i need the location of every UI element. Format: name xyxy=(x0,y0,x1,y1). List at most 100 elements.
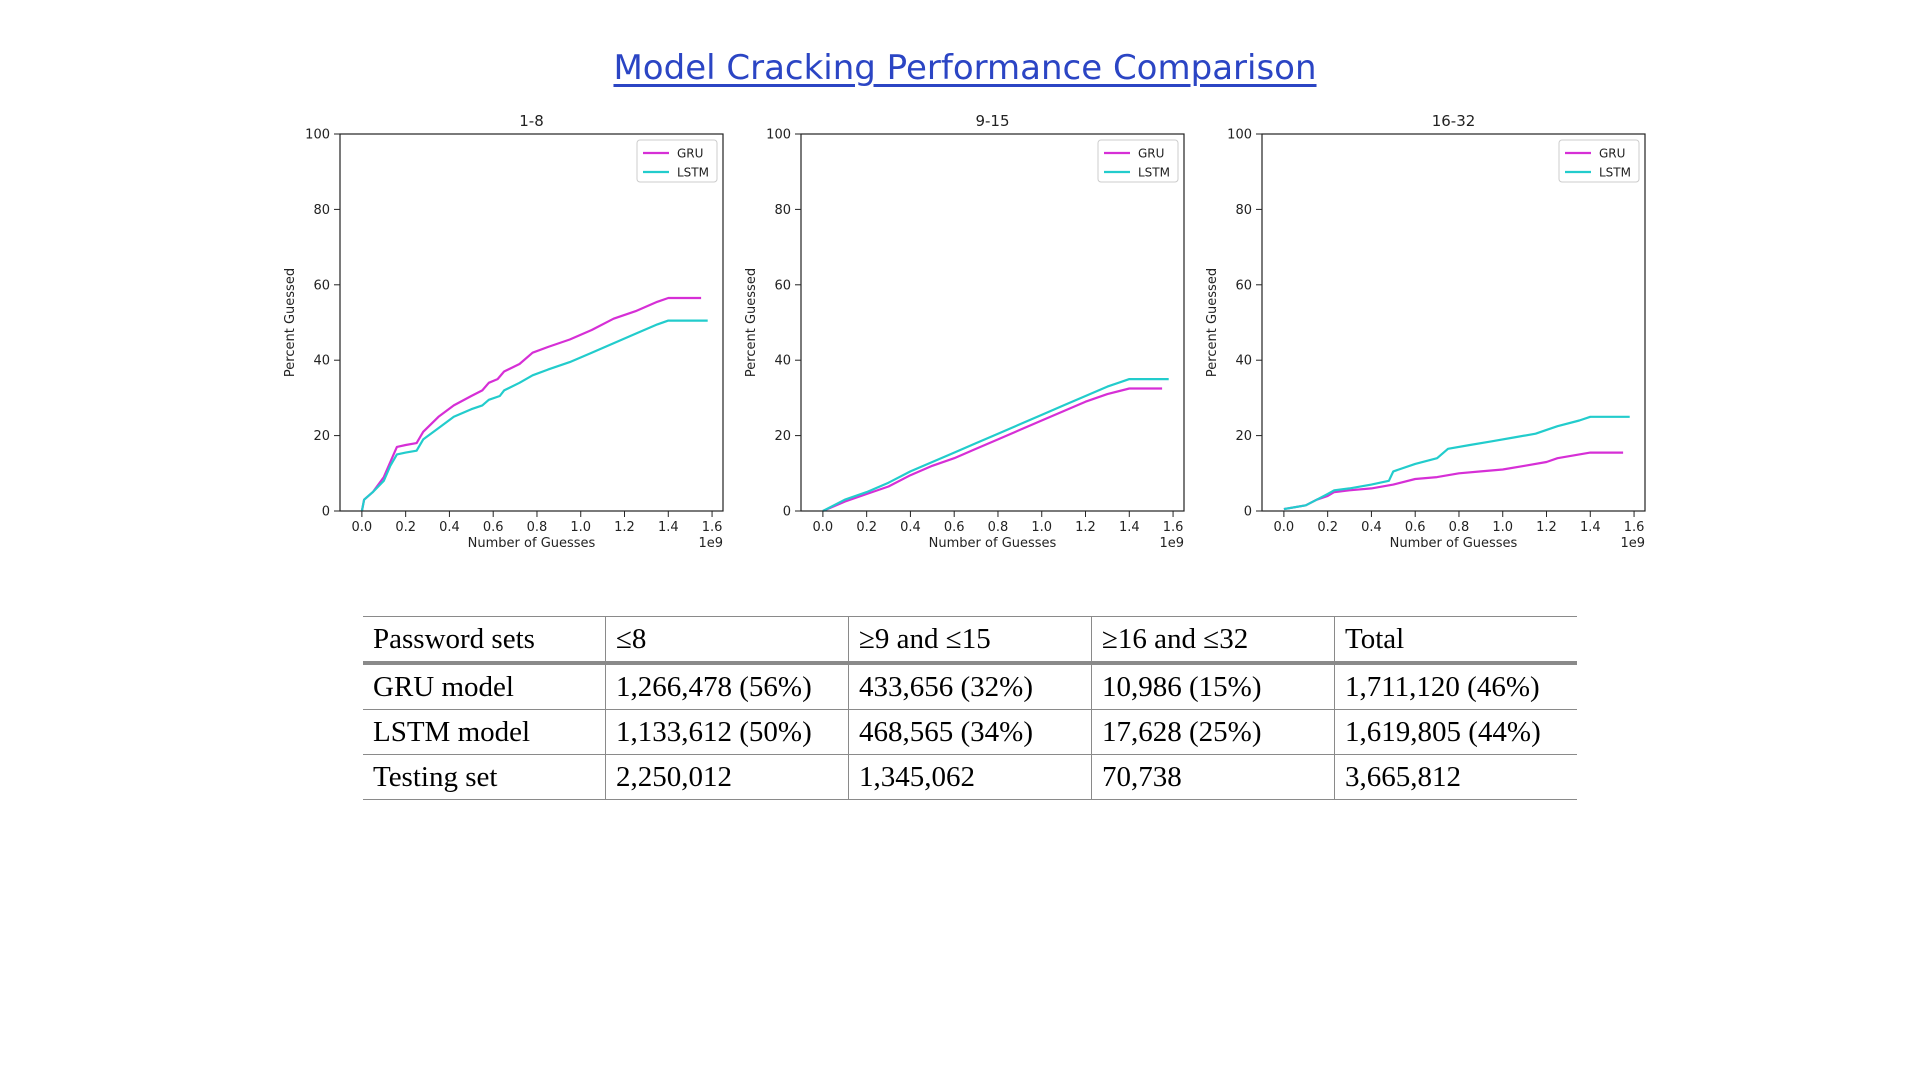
header-cell: ≥9 and ≤15 xyxy=(848,616,1092,665)
plot-frame xyxy=(800,133,1185,512)
table-row: Testing set 2,250,012 1,345,062 70,738 3… xyxy=(363,754,1577,800)
y-tick-label: 40 xyxy=(774,354,791,369)
legend-label: GRU xyxy=(1599,147,1625,161)
x-tick-label: 1.0 xyxy=(1031,520,1052,535)
table-cell: 468,565 (34%) xyxy=(848,709,1092,755)
table-cell: 1,345,062 xyxy=(848,754,1092,800)
x-tick-label: 0.8 xyxy=(988,520,1009,535)
table-header-row: Password sets ≤8 ≥9 and ≤15 ≥16 and ≤32 … xyxy=(363,616,1577,665)
x-axis-label: Number of Guesses xyxy=(929,536,1057,551)
x-tick-label: 0.0 xyxy=(1274,520,1295,535)
x-tick-label: 1.4 xyxy=(1119,520,1140,535)
y-tick-label: 0 xyxy=(783,505,791,520)
x-tick-label: 0.4 xyxy=(1361,520,1382,535)
table-cell: GRU model xyxy=(363,662,606,710)
table-cell: 3,665,812 xyxy=(1334,754,1577,800)
y-tick-label: 60 xyxy=(774,278,791,293)
table-cell: 1,133,612 (50%) xyxy=(605,709,849,755)
plot-frame xyxy=(339,133,724,512)
y-tick-label: 20 xyxy=(774,429,791,444)
chart-9-15: 9-15 0 20 40 60 80 100 0.0 0.2 0.4 0.6 0.8 1.0 1.2 1.4… xyxy=(744,112,1185,551)
x-tick-label: 1.6 xyxy=(1163,520,1184,535)
chart-16-32: 16-32 0 20 40 60 80 100 0.0 0.2 0.4 0.6 0.8 1.0 1.2 1.… xyxy=(1205,112,1646,551)
x-offset-label: 1e9 xyxy=(698,536,723,551)
x-tick-label: 1.0 xyxy=(1492,520,1513,535)
header-cell: Total xyxy=(1334,616,1577,665)
y-tick-label: 40 xyxy=(1235,354,1252,369)
table-cell: 1,266,478 (56%) xyxy=(605,662,849,710)
x-tick-label: 0.0 xyxy=(352,520,373,535)
y-tick-label: 60 xyxy=(1235,278,1252,293)
x-axis-label: Number of Guesses xyxy=(1390,536,1518,551)
table-cell: 1,619,805 (44%) xyxy=(1334,709,1577,755)
x-tick-label: 0.6 xyxy=(483,520,504,535)
legend-label: LSTM xyxy=(1138,166,1170,180)
x-tick-label: 0.6 xyxy=(944,520,965,535)
x-offset-label: 1e9 xyxy=(1620,536,1645,551)
y-tick-label: 20 xyxy=(313,429,330,444)
legend-label: LSTM xyxy=(677,166,709,180)
results-table: Password sets ≤8 ≥9 and ≤15 ≥16 and ≤32 … xyxy=(363,616,1577,800)
header-cell: ≥16 and ≤32 xyxy=(1091,616,1335,665)
chart-title: 9-15 xyxy=(975,112,1009,130)
y-tick-label: 0 xyxy=(322,505,330,520)
y-tick-label: 40 xyxy=(313,354,330,369)
table-cell: 1,711,120 (46%) xyxy=(1334,662,1577,710)
table-cell: 433,656 (32%) xyxy=(848,662,1092,710)
header-cell: Password sets xyxy=(363,616,606,665)
table-row: LSTM model 1,133,612 (50%) 468,565 (34%)… xyxy=(363,709,1577,755)
x-tick-label: 0.8 xyxy=(527,520,548,535)
table-cell: 10,986 (15%) xyxy=(1091,662,1335,710)
y-axis-label: Percent Guessed xyxy=(744,268,759,377)
chart-title: 1-8 xyxy=(519,112,544,130)
y-tick-label: 80 xyxy=(313,203,330,218)
y-tick-label: 80 xyxy=(774,203,791,218)
plot-frame xyxy=(1261,133,1646,512)
x-tick-label: 1.4 xyxy=(1580,520,1601,535)
y-tick-label: 20 xyxy=(1235,429,1252,444)
series-line-gru xyxy=(822,387,1163,513)
series-line-gru xyxy=(1283,451,1624,511)
legend-label: GRU xyxy=(1138,147,1164,161)
table-cell: LSTM model xyxy=(363,709,606,755)
x-tick-label: 1.2 xyxy=(1075,520,1096,535)
x-offset-label: 1e9 xyxy=(1159,536,1184,551)
table-cell: 2,250,012 xyxy=(605,754,849,800)
legend-label: LSTM xyxy=(1599,166,1631,180)
table-row: GRU model 1,266,478 (56%) 433,656 (32%) … xyxy=(363,662,1577,710)
x-tick-label: 1.0 xyxy=(570,520,591,535)
x-tick-label: 0.2 xyxy=(1317,520,1338,535)
x-tick-label: 1.2 xyxy=(614,520,635,535)
y-axis-label: Percent Guessed xyxy=(1205,268,1220,377)
series-line-lstm xyxy=(822,378,1169,512)
slide-title-link[interactable]: Model Cracking Performance Comparison xyxy=(613,48,1317,88)
x-tick-label: 0.6 xyxy=(1405,520,1426,535)
table-cell: Testing set xyxy=(363,754,606,800)
y-tick-label: 0 xyxy=(1244,505,1252,520)
x-tick-label: 0.4 xyxy=(439,520,460,535)
x-tick-label: 0.8 xyxy=(1449,520,1470,535)
x-tick-label: 1.2 xyxy=(1536,520,1557,535)
chart-title: 16-32 xyxy=(1432,112,1476,130)
y-axis-label: Percent Guessed xyxy=(283,268,298,377)
x-axis-label: Number of Guesses xyxy=(468,536,596,551)
x-tick-label: 1.4 xyxy=(658,520,679,535)
series-line-lstm xyxy=(1283,415,1630,511)
series-line-lstm xyxy=(360,319,708,512)
y-tick-label: 60 xyxy=(313,278,330,293)
table-cell: 17,628 (25%) xyxy=(1091,709,1335,755)
x-tick-label: 0.2 xyxy=(395,520,416,535)
y-tick-label: 100 xyxy=(305,128,330,143)
x-tick-label: 0.2 xyxy=(856,520,877,535)
y-tick-label: 100 xyxy=(1227,128,1252,143)
chart-1-8: 1-8 0 20 40 60 80 100 0.0 0.2 0.4 0.6 0.8 1.0 1.2 1.4 1… xyxy=(283,112,724,551)
x-tick-label: 1.6 xyxy=(702,520,723,535)
y-tick-label: 80 xyxy=(1235,203,1252,218)
header-cell: ≤8 xyxy=(605,616,849,665)
table-cell: 70,738 xyxy=(1091,754,1335,800)
legend-label: GRU xyxy=(677,147,703,161)
y-tick-label: 100 xyxy=(766,128,791,143)
x-tick-label: 0.0 xyxy=(813,520,834,535)
series-line-gru xyxy=(360,296,702,512)
x-tick-label: 1.6 xyxy=(1624,520,1645,535)
